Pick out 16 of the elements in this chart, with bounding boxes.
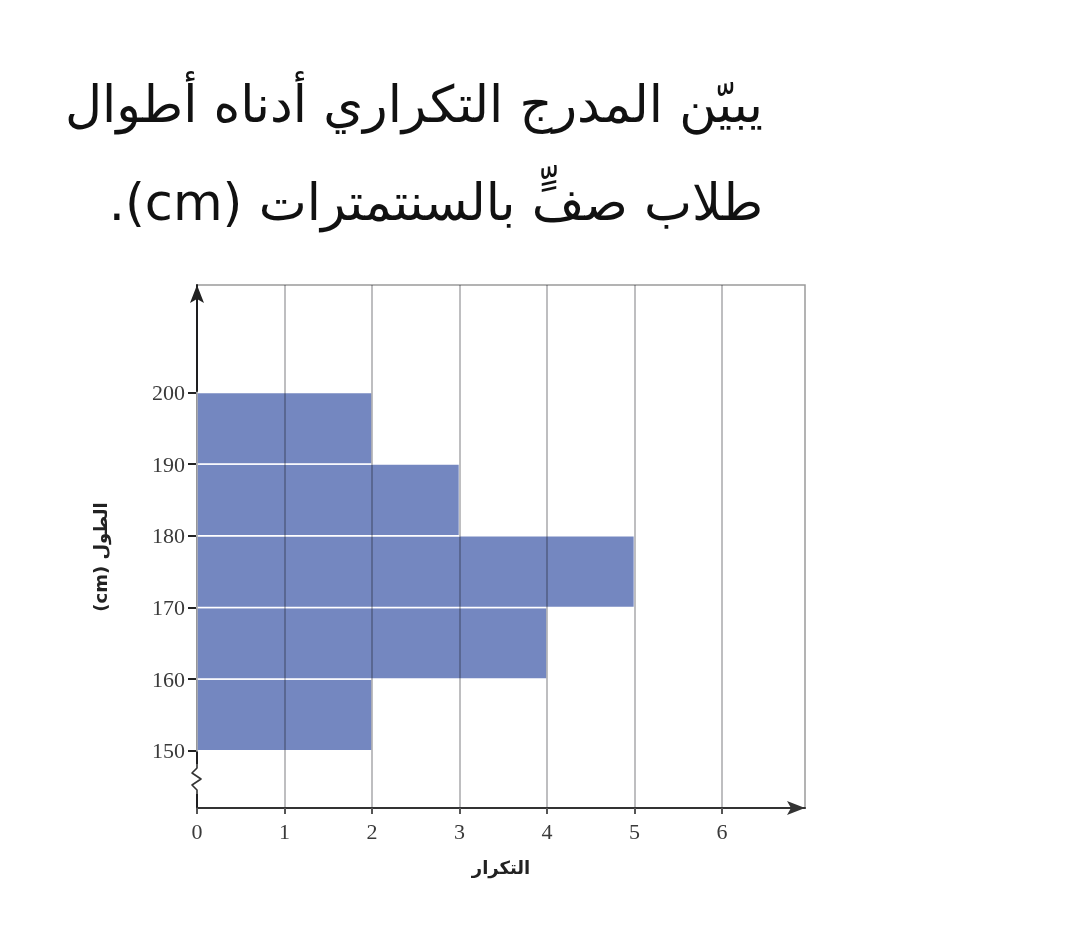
y-tick-label: 190 — [152, 451, 185, 477]
chart-title: يبيّن المدرج التكراري أدناه أطوال طلاب صفٍّ بالسنتمترات (cm). — [64, 70, 763, 235]
y-axis-title: الطول (cm) — [89, 501, 111, 612]
x-tick-label: 3 — [453, 818, 465, 844]
x-axis-title: التكرار — [470, 856, 531, 879]
y-tick-label: 170 — [152, 594, 185, 620]
x-tick-label: 1 — [278, 818, 290, 844]
x-tick-label: 2 — [366, 818, 378, 844]
y-tick-label: 160 — [152, 666, 185, 692]
y-tick-label: 150 — [152, 738, 185, 764]
x-tick-label: 4 — [541, 818, 553, 844]
x-tick-label: 5 — [628, 818, 640, 844]
y-tick-label: 180 — [152, 523, 185, 549]
x-tick-label: 6 — [716, 818, 728, 844]
x-tick-label: 0 — [191, 818, 203, 844]
y-tick-label: 200 — [152, 379, 185, 405]
